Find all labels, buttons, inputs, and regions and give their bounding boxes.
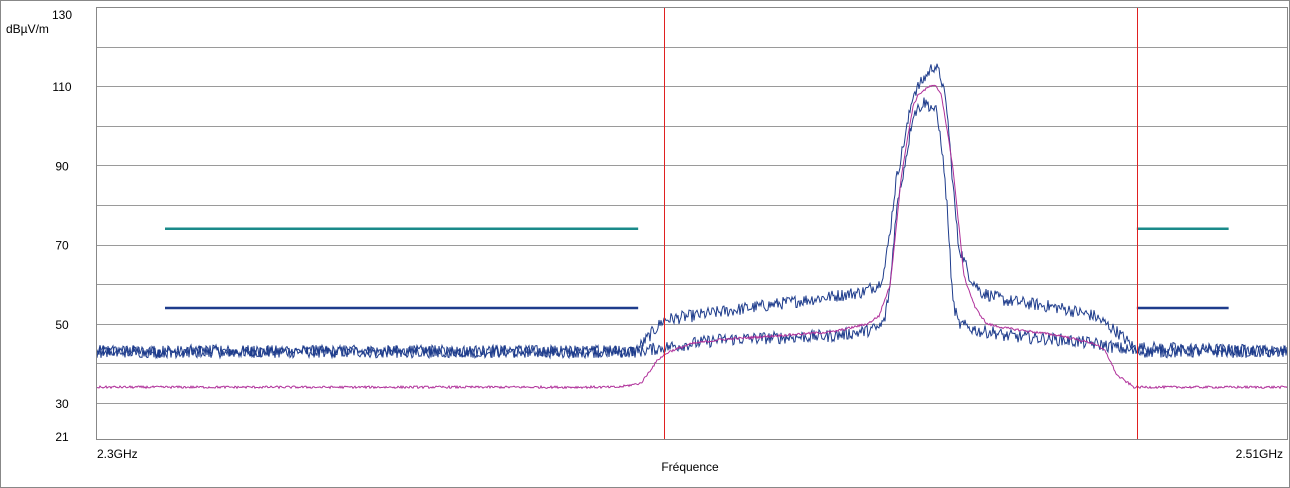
x-tick-label: 2.3GHz <box>97 447 138 461</box>
plot-area-border <box>96 7 1288 440</box>
frequency-markers <box>664 7 1138 439</box>
y-tick-label: 70 <box>55 239 69 253</box>
series-line <box>96 84 1288 390</box>
x-tick-label: 2.51GHz <box>1236 447 1283 461</box>
y-tick-label: 90 <box>55 159 69 173</box>
y-tick-label: 30 <box>55 397 69 411</box>
y-tick-label: 110 <box>52 80 71 94</box>
x-axis-label: Fréquence <box>661 460 719 474</box>
series-line <box>96 97 1288 360</box>
y-tick-label: 50 <box>55 318 69 332</box>
series-traces <box>96 63 1288 390</box>
y-tick-labels: 130 110 90 70 50 30 21 <box>52 8 72 444</box>
y-tick-label: 21 <box>55 430 69 444</box>
gridlines <box>97 47 1287 404</box>
y-axis-label: dBµV/m <box>6 22 49 36</box>
x-tick-labels: 2.3GHz 2.51GHz <box>97 447 1283 461</box>
y-tick-label: 130 <box>52 8 72 22</box>
limit-lines <box>165 227 1229 310</box>
